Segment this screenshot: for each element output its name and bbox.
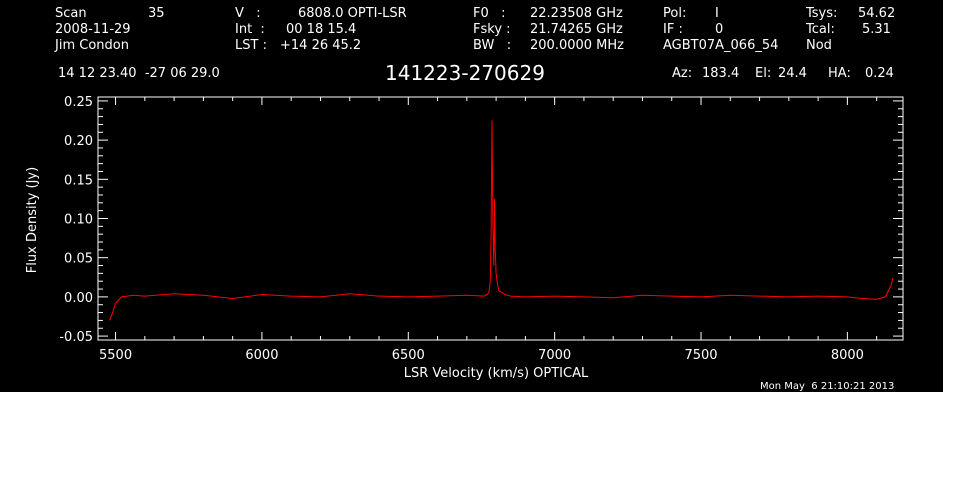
spectrum-line — [109, 120, 894, 321]
tcal-label: Tcal: — [806, 22, 835, 37]
tsys-value: 54.62 — [858, 6, 896, 21]
mode: Nod — [806, 38, 832, 53]
el-label: El: — [755, 66, 772, 81]
bw-label: BW : — [473, 38, 512, 53]
x-tick-label: 6500 — [392, 348, 425, 363]
y-axis: -0.05 0.00 0.05 0.10 0.15 0.20 0.25 — [59, 95, 903, 345]
y-axis-label: Flux Density (Jy) — [25, 167, 40, 273]
project-id: AGBT07A_066_54 — [663, 38, 779, 53]
f0-value: 22.23508 GHz — [530, 6, 623, 21]
if-label: IF : — [663, 22, 683, 37]
pol-value: I — [715, 6, 719, 21]
observer: Jim Condon — [55, 38, 129, 53]
bw-value: 200.0000 MHz — [530, 38, 624, 53]
coordinates: 14 12 23.40 -27 06 29.0 — [58, 66, 220, 81]
scan-label: Scan — [55, 6, 87, 21]
plot-frame — [97, 96, 904, 341]
az-value: 183.4 — [702, 66, 740, 81]
if-value: 0 — [715, 22, 724, 37]
series-group — [109, 120, 894, 321]
y-tick-label: -0.05 — [59, 330, 93, 345]
az-label: Az: — [672, 66, 693, 81]
v-value: 6808.0 OPTI-LSR — [298, 6, 407, 21]
y-tick-label: 0.25 — [64, 95, 93, 110]
x-tick-label: 8000 — [831, 348, 864, 363]
y-tick-label: 0.15 — [64, 173, 93, 188]
scan-value: 35 — [148, 6, 165, 21]
f0-label: F0 : — [473, 6, 506, 21]
pol-label: Pol: — [663, 6, 687, 21]
spectrum-chart: 5500 6000 6500 7000 7500 8000 -0.05 0.00 0.05 0.… — [25, 95, 904, 381]
plot-panel: 5500 6000 6500 7000 7500 8000 -0.05 0.00 0.05 0.… — [0, 0, 943, 392]
y-tick-label: 0.10 — [64, 213, 93, 228]
x-tick-label: 7500 — [684, 348, 717, 363]
tcal-value: 5.31 — [862, 22, 891, 37]
int-label: Int : — [235, 22, 265, 37]
lst-label: LST : — [235, 38, 267, 53]
x-tick-label: 5500 — [99, 348, 132, 363]
x-tick-label: 6000 — [245, 348, 278, 363]
x-axis-label: LSR Velocity (km/s) OPTICAL — [404, 366, 589, 381]
v-label: V : — [235, 6, 261, 21]
fsky-value: 21.74265 GHz — [530, 22, 623, 37]
el-value: 24.4 — [778, 66, 807, 81]
ha-label: HA: — [828, 66, 851, 81]
tsys-label: Tsys: — [806, 6, 838, 21]
y-tick-label: 0.20 — [64, 134, 93, 149]
x-axis: 5500 6000 6500 7000 7500 8000 — [99, 97, 878, 363]
source-name: 141223-270629 — [385, 61, 545, 85]
y-tick-label: 0.05 — [64, 252, 93, 267]
ha-value: 0.24 — [865, 66, 894, 81]
lst-value: +14 26 45.2 — [280, 38, 362, 53]
timestamp: Mon May 6 21:10:21 2013 — [760, 381, 895, 392]
x-tick-label: 7000 — [538, 348, 571, 363]
int-value: 00 18 15.4 — [286, 22, 357, 37]
y-tick-label: 0.00 — [64, 291, 93, 306]
fsky-label: Fsky : — [473, 22, 511, 37]
date: 2008-11-29 — [55, 22, 131, 37]
